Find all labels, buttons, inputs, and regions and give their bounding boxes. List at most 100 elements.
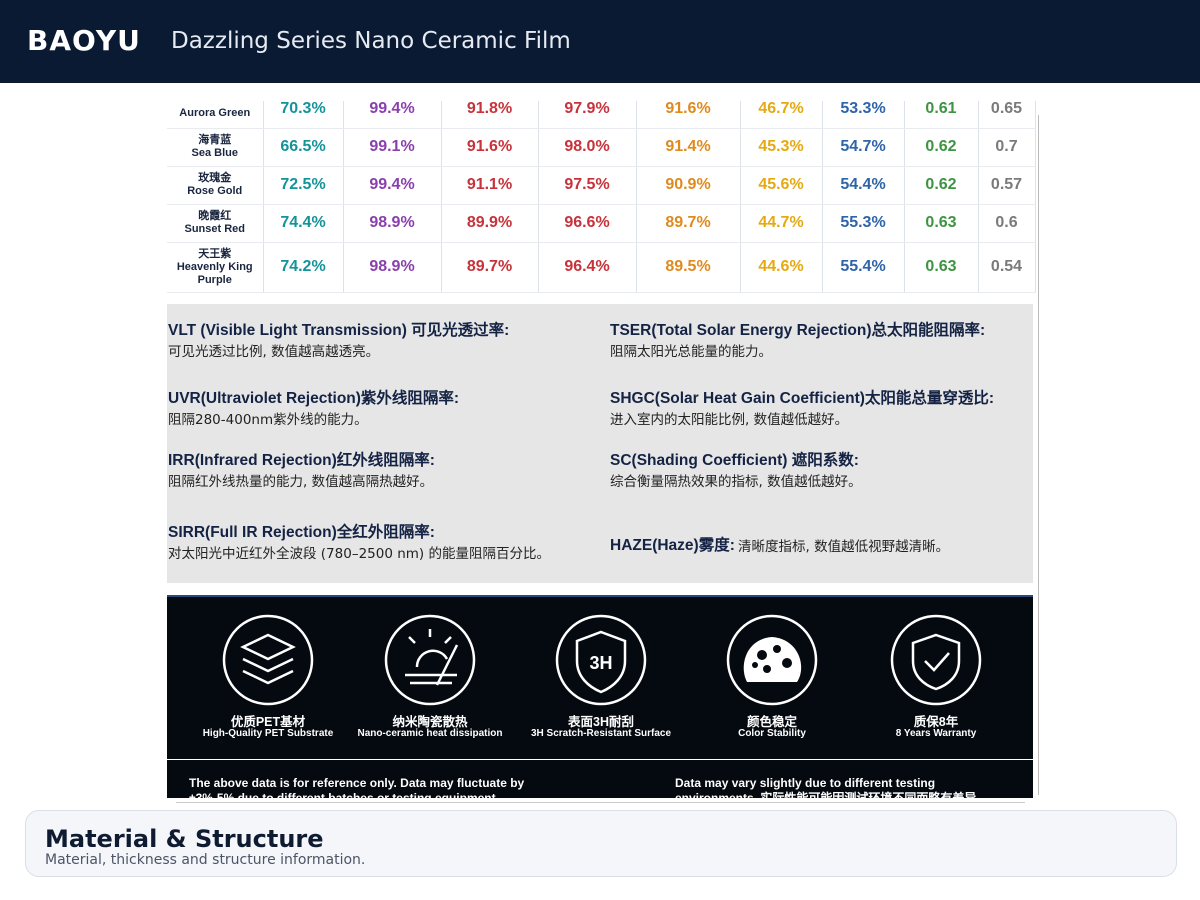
definition-title: TSER(Total Solar Energy Rejection)总太阳能阻隔… — [610, 322, 986, 339]
cell: 0.6 — [978, 204, 1036, 243]
row-name: 玫瑰金 Rose Gold — [167, 166, 264, 205]
definition-title: IRR(Infrared Rejection)红外线阻隔率: — [168, 452, 435, 469]
cell: 55.4% — [822, 242, 905, 293]
name-cn: 晚霞红 — [198, 210, 232, 222]
row-name: 天王紫 Heavenly King Purple — [167, 242, 264, 293]
cell: 0.62 — [904, 166, 979, 205]
header: BAOYU Dazzling Series Nano Ceramic Film — [0, 0, 1200, 83]
cell: 98.9% — [343, 242, 442, 293]
cell: 0.65 — [978, 101, 1036, 129]
feature-cn: 纳米陶瓷散热 — [392, 715, 468, 729]
feature-icons: 3H — [222, 614, 982, 706]
cell: 66.5% — [263, 128, 344, 167]
definition-desc: 阻隔280-400nm紫外线的能力。 — [168, 412, 368, 428]
definition: VLT (Visible Light Transmission) 可见光透过率:… — [168, 318, 588, 362]
feature-cn: 优质PET基材 — [230, 715, 306, 729]
cell: 97.5% — [538, 166, 637, 205]
definition: UVR(Ultraviolet Rejection)紫外线阻隔率: 阻隔280-4… — [168, 386, 588, 430]
name-en: Aurora Green — [179, 107, 251, 120]
cell: 45.3% — [740, 128, 823, 167]
definition-desc: 清晰度指标, 数值越低视野越清晰。 — [738, 539, 950, 555]
cell: 0.61 — [904, 101, 979, 129]
cell: 99.4% — [343, 101, 442, 129]
definition: HAZE(Haze)雾度: 清晰度指标, 数值越低视野越清晰。 — [610, 520, 1030, 564]
cell: 98.0% — [538, 128, 637, 167]
definition: SIRR(Full IR Rejection)全红外阻隔率: 对太阳光中近红外全波… — [168, 520, 588, 564]
definition-title: SHGC(Solar Heat Gain Coefficient)太阳能总量穿透… — [610, 390, 995, 407]
feature-en: 8 Years Warranty — [895, 728, 977, 739]
name-en: Sea Blue — [191, 147, 238, 159]
cell: 91.4% — [636, 128, 741, 167]
definition-title: VLT (Visible Light Transmission) 可见光透过率: — [168, 322, 510, 339]
cell: 91.6% — [636, 101, 741, 129]
separator — [176, 802, 1025, 803]
definition-desc: 可见光透过比例, 数值越高越透亮。 — [168, 344, 380, 360]
definition-title: SIRR(Full IR Rejection)全红外阻隔率: — [168, 524, 435, 541]
cell: 89.5% — [636, 242, 741, 293]
row-name: 晚霞红 Sunset Red — [167, 204, 264, 243]
definition-desc: 对太阳光中近红外全波段 (780–2500 nm) 的能量阻隔百分比。 — [168, 546, 550, 562]
name-cn: 天王紫 — [198, 247, 232, 260]
row-name: Aurora Green — [167, 101, 264, 129]
section-card: Material & Structure Material, thickness… — [25, 810, 1177, 877]
feature-cn: 质保8年 — [913, 715, 959, 729]
cell: 54.7% — [822, 128, 905, 167]
definition-title: HAZE(Haze)雾度: — [610, 537, 735, 554]
cell: 99.4% — [343, 166, 442, 205]
definition: SC(Shading Coefficient) 遮阳系数: 综合衡量隔热效果的指标… — [610, 448, 1030, 492]
cell: 44.6% — [740, 242, 823, 293]
table-row: 天王紫 Heavenly King Purple 74.2% 98.9% 89.7% 96… — [167, 242, 1036, 293]
cell: 96.4% — [538, 242, 637, 293]
cell: 55.3% — [822, 204, 905, 243]
cell: 89.7% — [636, 204, 741, 243]
definition: TSER(Total Solar Energy Rejection)总太阳能阻隔… — [610, 318, 1030, 362]
cell: 91.1% — [441, 166, 539, 205]
definition-title: UVR(Ultraviolet Rejection)紫外线阻隔率: — [168, 390, 460, 407]
feature-en: 3H Scratch-Resistant Surface — [530, 728, 672, 739]
feature-en: Nano-ceramic heat dissipation — [357, 728, 503, 739]
name-cn: 玫瑰金 — [198, 172, 232, 184]
cell: 0.63 — [904, 242, 979, 293]
cell: 70.3% — [263, 101, 344, 129]
product-image: Aurora Green 70.3% 99.4% 91.8% 97.9% 91.6% 46.… — [167, 101, 1038, 798]
page-title: Dazzling Series Nano Ceramic Film — [171, 28, 571, 54]
cell: 46.7% — [740, 101, 823, 129]
name-cn: 海青蓝 — [198, 134, 232, 146]
cell: 0.54 — [978, 242, 1036, 293]
cell: 97.9% — [538, 101, 637, 129]
cell: 98.9% — [343, 204, 442, 243]
table-row: Aurora Green 70.3% 99.4% 91.8% 97.9% 91.6% 46.… — [167, 101, 1036, 129]
feature-en: Color Stability — [738, 728, 806, 739]
image-edge — [1038, 115, 1039, 795]
cell: 0.63 — [904, 204, 979, 243]
cell: 89.9% — [441, 204, 539, 243]
cell: 0.7 — [978, 128, 1036, 167]
section-subtitle: Material, thickness and structure inform… — [45, 852, 366, 868]
feature-cn: 颜色稳定 — [746, 715, 797, 729]
definition-desc: 综合衡量隔热效果的指标, 数值越低越好。 — [610, 474, 862, 490]
table-row: 海青蓝 Sea Blue 66.5% 99.1% 91.6% 98.0% 91.4% 45.3… — [167, 128, 1036, 167]
name-en: Heavenly King Purple — [176, 260, 253, 286]
svg-text:3H: 3H — [589, 653, 612, 673]
cell: 74.2% — [263, 242, 344, 293]
cell: 0.57 — [978, 166, 1036, 205]
brand: BAOYU — [27, 24, 141, 57]
definition: IRR(Infrared Rejection)红外线阻隔率: 阻隔红外线热量的能力… — [168, 448, 588, 492]
cell: 91.6% — [441, 128, 539, 167]
cell: 89.7% — [441, 242, 539, 293]
definition-desc: 阻隔红外线热量的能力, 数值越高隔热越好。 — [168, 474, 434, 490]
feature-en: High-Quality PET Substrate — [202, 728, 334, 739]
disclaimer-left: The above data is for reference only. Da… — [189, 776, 525, 798]
cell: 44.7% — [740, 204, 823, 243]
definition-desc: 进入室内的太阳能比例, 数值越低越好。 — [610, 412, 849, 428]
cell: 54.4% — [822, 166, 905, 205]
definition-title: SC(Shading Coefficient) 遮阳系数: — [610, 452, 859, 469]
row-name: 海青蓝 Sea Blue — [167, 128, 264, 167]
table-row: 玫瑰金 Rose Gold 72.5% 99.4% 91.1% 97.5% 90.9% 45.… — [167, 166, 1036, 205]
cell: 53.3% — [822, 101, 905, 129]
spec-table: Aurora Green 70.3% 99.4% 91.8% 97.9% 91.6% 46.… — [167, 101, 1036, 293]
cell: 99.1% — [343, 128, 442, 167]
cell: 45.6% — [740, 166, 823, 205]
name-en: Rose Gold — [187, 185, 243, 197]
